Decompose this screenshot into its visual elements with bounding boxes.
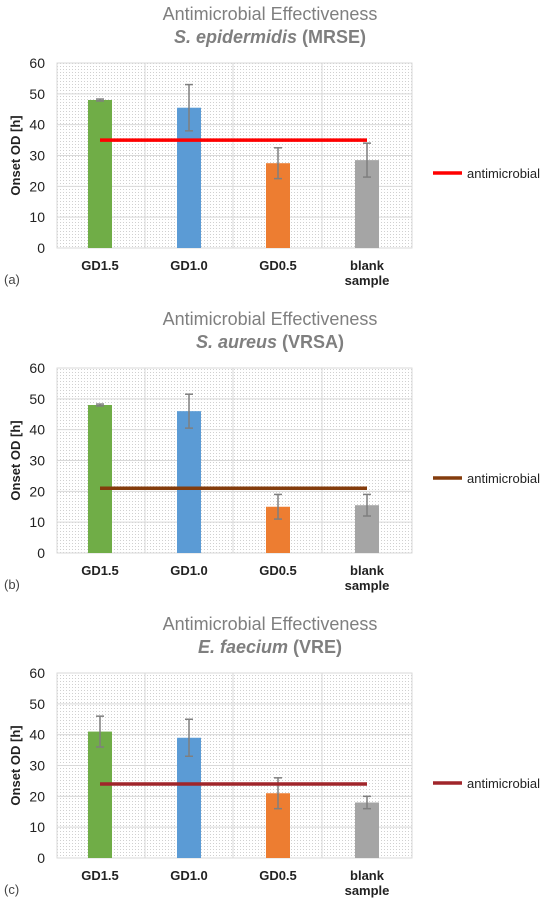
chart-panel-2: Antimicrobial Effectiveness S. aureus (VR… [4,309,540,593]
y-tick-label: 40 [29,117,45,133]
y-tick-label: 30 [29,453,45,469]
species-name: E. faecium [198,637,288,657]
bar [177,411,201,553]
legend-label: antimicrobial [467,776,540,791]
error-bar [96,715,104,748]
chart-subtitle: E. faecium (VRE) [198,637,342,657]
chart-subtitle: S. epidermidis (MRSE) [174,27,366,47]
error-bar [363,795,371,810]
x-tick-label: sample [345,273,390,288]
chart-title: Antimicrobial Effectiveness [163,309,378,329]
bar [177,737,201,858]
strain-name: (MRSE) [297,27,366,47]
error-bar [185,83,193,132]
y-tick-label: 30 [29,758,45,774]
x-tick-label: sample [345,578,390,593]
x-tick-label: GD1.0 [170,868,208,883]
bar [88,100,112,248]
species-name: S. epidermidis [174,27,297,47]
y-tick-label: 40 [29,422,45,438]
y-tick-label: 10 [29,514,45,530]
strain-name: (VRSA) [277,332,344,352]
y-tick-label: 20 [29,788,45,804]
x-tick-label: GD0.5 [259,563,297,578]
x-tick-label: GD1.5 [81,868,119,883]
error-bar [363,142,371,178]
error-bar [185,393,193,429]
y-tick-label: 10 [29,209,45,225]
chart-subtitle: S. aureus (VRSA) [196,332,344,352]
plot-border [56,672,413,859]
x-tick-label: blank [350,563,385,578]
y-tick-label: 60 [29,665,45,681]
y-axis-label: Onset OD [h] [8,725,23,805]
error-bar [274,493,282,520]
x-tick-label: blank [350,868,385,883]
chart-title: Antimicrobial Effectiveness [163,4,378,24]
bar [88,731,112,858]
y-tick-label: 10 [29,819,45,835]
error-bar [96,98,104,102]
chart-panel-3: Antimicrobial Effectiveness E. faecium (V… [4,614,540,898]
error-bar [96,403,104,407]
y-tick-label: 0 [37,545,45,561]
x-tick-label: GD0.5 [259,868,297,883]
x-tick-label: GD1.5 [81,563,119,578]
y-tick-label: 50 [29,391,45,407]
y-axis-label: Onset OD [h] [8,115,23,195]
chart-title: Antimicrobial Effectiveness [163,614,378,634]
bar [88,405,112,553]
error-bar [185,718,193,757]
plot-border [56,62,413,249]
y-tick-label: 50 [29,696,45,712]
y-tick-label: 20 [29,178,45,194]
x-tick-label: GD0.5 [259,258,297,273]
y-tick-label: 20 [29,483,45,499]
x-tick-label: sample [345,883,390,898]
error-bar [274,147,282,180]
y-tick-label: 50 [29,86,45,102]
x-tick-label: GD1.0 [170,563,208,578]
plot-border [56,367,413,554]
legend-label: antimicrobial [467,166,540,181]
x-tick-label: GD1.5 [81,258,119,273]
species-name: S. aureus [196,332,277,352]
y-tick-label: 60 [29,360,45,376]
bar [355,802,379,858]
y-tick-label: 60 [29,55,45,71]
y-axis-label: Onset OD [h] [8,420,23,500]
legend-label: antimicrobial [467,471,540,486]
y-tick-label: 30 [29,148,45,164]
x-tick-label: blank [350,258,385,273]
x-tick-label: GD1.0 [170,258,208,273]
panel-label: (a) [4,272,20,287]
chart-panel-1: Antimicrobial Effectiveness S. epidermidi… [4,4,540,288]
strain-name: (VRE) [288,637,342,657]
y-tick-label: 0 [37,850,45,866]
panel-label: (c) [4,882,19,897]
panel-label: (b) [4,577,20,592]
y-tick-label: 40 [29,727,45,743]
y-tick-label: 0 [37,240,45,256]
error-bar [363,493,371,517]
